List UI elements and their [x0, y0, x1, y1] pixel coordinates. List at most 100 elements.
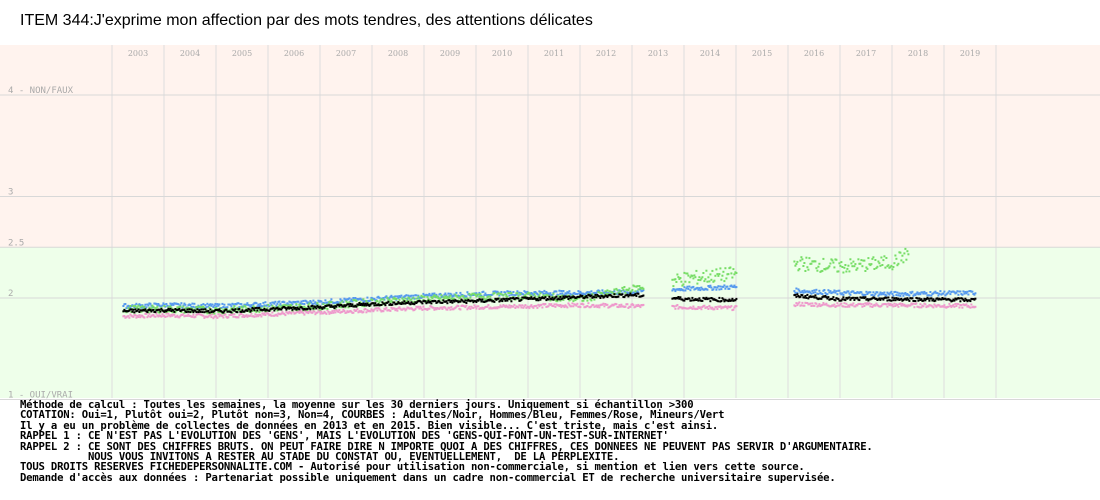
data-point-hommes [613, 289, 616, 292]
data-point-femmes [970, 303, 973, 306]
data-point-hommes [465, 295, 468, 298]
data-point-adultes [895, 297, 898, 300]
data-point-femmes [171, 314, 174, 317]
data-point-hommes [459, 291, 462, 294]
data-point-femmes [123, 315, 126, 317]
data-point-mineurs [628, 287, 631, 290]
data-point-femmes [725, 306, 728, 308]
data-point-adultes [886, 299, 889, 302]
data-point-femmes [464, 306, 467, 309]
data-point-mineurs [838, 262, 841, 265]
data-point-femmes [290, 312, 293, 315]
data-point-adultes [892, 299, 895, 302]
data-point-mineurs [606, 289, 609, 292]
data-point-adultes [136, 309, 139, 312]
data-point-mineurs [462, 295, 465, 298]
data-point-adultes [249, 310, 252, 313]
data-point-adultes [964, 297, 967, 300]
data-point-mineurs [845, 270, 848, 273]
data-point-femmes [934, 304, 937, 307]
data-point-hommes [192, 305, 195, 308]
data-point-mineurs [844, 264, 847, 266]
data-point-adultes [233, 309, 236, 312]
data-point-femmes [735, 305, 738, 308]
data-point-femmes [673, 305, 676, 308]
data-point-femmes [353, 308, 356, 311]
data-point-adultes [197, 311, 200, 314]
data-point-adultes [420, 301, 423, 304]
data-point-femmes [325, 312, 328, 315]
data-point-hommes [269, 302, 272, 305]
data-point-mineurs [402, 299, 405, 301]
data-point-hommes [300, 300, 303, 303]
data-point-femmes [700, 308, 703, 311]
data-point-mineurs [634, 290, 637, 293]
data-point-mineurs [681, 284, 684, 287]
data-point-femmes [216, 316, 219, 319]
data-point-adultes [448, 299, 451, 302]
data-point-adultes [320, 306, 323, 309]
x-tick-label: 2004 [180, 49, 200, 58]
data-point-hommes [255, 302, 258, 305]
data-point-femmes [242, 314, 245, 317]
data-point-femmes [815, 302, 818, 305]
data-point-hommes [706, 288, 709, 291]
data-point-hommes [396, 295, 399, 298]
data-point-adultes [529, 297, 532, 300]
data-point-adultes [927, 297, 930, 300]
data-point-hommes [147, 304, 150, 307]
data-point-adultes [561, 297, 564, 300]
data-point-adultes [128, 309, 131, 312]
data-point-mineurs [885, 257, 888, 259]
data-point-femmes [298, 311, 301, 314]
data-point-hommes [971, 290, 974, 293]
data-point-mineurs [524, 294, 527, 297]
data-point-hommes [209, 303, 212, 306]
data-point-adultes [841, 298, 844, 301]
data-point-mineurs [229, 309, 232, 312]
data-point-adultes [548, 295, 551, 298]
data-point-hommes [214, 302, 217, 305]
data-point-adultes [799, 295, 802, 298]
data-point-adultes [555, 295, 558, 298]
data-point-hommes [631, 292, 634, 295]
data-point-adultes [718, 296, 721, 299]
data-point-femmes [426, 308, 429, 311]
data-point-mineurs [434, 294, 437, 297]
data-point-hommes [864, 293, 867, 296]
data-point-femmes [169, 315, 172, 318]
data-point-mineurs [866, 267, 869, 270]
data-point-hommes [827, 289, 830, 292]
data-point-hommes [144, 303, 147, 306]
data-point-mineurs [386, 296, 389, 299]
data-point-femmes [455, 305, 458, 308]
data-point-hommes [312, 299, 315, 302]
data-point-mineurs [438, 298, 441, 301]
data-point-hommes [723, 284, 726, 287]
data-point-femmes [974, 305, 977, 308]
data-point-hommes [534, 291, 537, 293]
data-point-adultes [538, 296, 541, 299]
data-point-hommes [687, 287, 690, 290]
data-point-femmes [283, 312, 286, 315]
data-point-hommes [809, 291, 812, 294]
data-point-femmes [874, 304, 877, 307]
data-point-mineurs [338, 306, 341, 308]
data-point-adultes [459, 300, 462, 303]
data-point-mineurs [398, 298, 401, 301]
data-point-mineurs [355, 299, 358, 302]
data-point-mineurs [799, 259, 802, 262]
x-tick-label: 2017 [856, 49, 876, 58]
data-point-femmes [319, 312, 322, 315]
data-point-hommes [836, 293, 839, 296]
data-point-mineurs [549, 299, 552, 302]
data-point-hommes [351, 300, 354, 303]
data-point-femmes [886, 305, 889, 308]
data-point-hommes [212, 306, 215, 309]
data-point-adultes [300, 306, 303, 309]
data-point-hommes [957, 293, 960, 296]
data-point-mineurs [437, 297, 440, 300]
data-point-femmes [338, 309, 341, 312]
data-point-femmes [708, 304, 711, 307]
data-point-adultes [837, 298, 840, 300]
